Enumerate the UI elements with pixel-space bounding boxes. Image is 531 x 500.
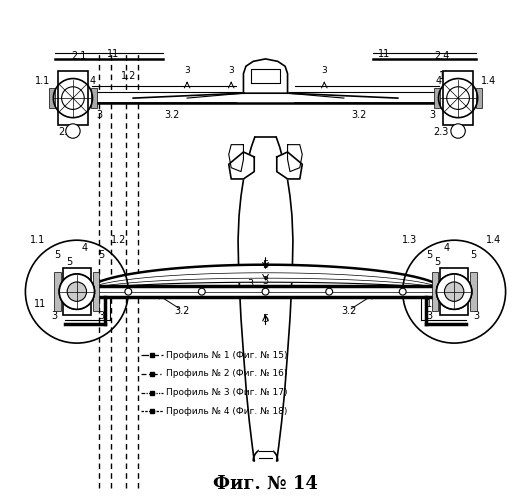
Text: 3: 3 [59,110,65,120]
FancyBboxPatch shape [91,88,97,108]
FancyBboxPatch shape [93,272,99,311]
Text: 1.2: 1.2 [121,71,136,81]
Text: 3: 3 [321,66,327,75]
FancyBboxPatch shape [470,272,477,311]
Polygon shape [251,68,280,84]
Circle shape [451,124,465,138]
Text: 1.4: 1.4 [486,235,501,245]
Text: 5: 5 [470,250,477,260]
Circle shape [326,288,332,295]
Circle shape [59,274,95,310]
FancyBboxPatch shape [476,88,482,108]
Text: 3: 3 [426,311,433,321]
Text: 1.1: 1.1 [35,76,50,86]
Circle shape [262,288,269,295]
FancyBboxPatch shape [58,71,88,126]
Polygon shape [87,264,444,291]
Text: 3: 3 [184,66,190,75]
Text: 1.1: 1.1 [30,235,45,245]
FancyBboxPatch shape [63,268,91,316]
Text: 5: 5 [262,314,269,324]
Polygon shape [238,138,293,460]
Circle shape [59,274,95,310]
Text: 2.1: 2.1 [72,52,87,62]
Text: 2.4: 2.4 [434,52,450,62]
Circle shape [444,282,464,302]
Circle shape [447,87,469,110]
Circle shape [125,288,132,295]
Circle shape [399,288,406,295]
Circle shape [67,282,87,302]
Text: 5: 5 [434,257,440,267]
FancyBboxPatch shape [54,272,61,311]
Circle shape [62,87,84,110]
Text: 5: 5 [426,250,433,260]
Polygon shape [277,152,302,179]
Text: 1.4: 1.4 [481,76,496,86]
Text: 5: 5 [262,260,269,270]
FancyBboxPatch shape [49,88,55,108]
Text: 5: 5 [66,257,73,267]
Text: 3.2: 3.2 [351,110,366,120]
Text: Профиль № 4 (Фиг. № 18): Профиль № 4 (Фиг. № 18) [166,406,287,416]
Text: 1.3: 1.3 [402,235,418,245]
Text: 11: 11 [107,49,119,59]
Circle shape [436,274,472,310]
Polygon shape [229,144,243,172]
Text: 3: 3 [98,311,105,321]
FancyBboxPatch shape [434,88,440,108]
Text: 3: 3 [473,311,479,321]
Polygon shape [91,90,440,103]
FancyBboxPatch shape [440,268,468,316]
Text: 4: 4 [89,76,96,86]
Text: 3.2: 3.2 [165,110,180,120]
Text: 3.2: 3.2 [175,306,190,316]
Circle shape [436,274,472,310]
Text: 2.2: 2.2 [58,128,74,138]
Text: 3.2: 3.2 [341,306,356,316]
Text: 1.2: 1.2 [111,235,126,245]
Circle shape [66,124,80,138]
FancyBboxPatch shape [443,71,473,126]
FancyBboxPatch shape [432,272,438,311]
Text: 3: 3 [248,280,254,289]
Circle shape [199,288,205,295]
Polygon shape [229,152,254,179]
Text: 5: 5 [54,250,61,260]
Polygon shape [97,286,434,297]
Text: 5: 5 [98,250,105,260]
Text: 3: 3 [429,110,435,120]
Text: 2.3: 2.3 [433,128,449,138]
Text: 3: 3 [466,110,472,120]
Circle shape [444,282,464,302]
Polygon shape [91,84,236,103]
Text: Профиль № 3 (Фиг. № 17): Профиль № 3 (Фиг. № 17) [166,388,287,397]
Polygon shape [288,144,302,172]
Text: 1.3: 1.3 [439,71,455,81]
Polygon shape [259,446,272,458]
Text: 4: 4 [444,242,450,252]
Text: 11: 11 [34,299,46,309]
Circle shape [67,282,87,302]
Text: Фиг. № 14: Фиг. № 14 [213,475,318,493]
Polygon shape [295,84,440,103]
Text: 3: 3 [262,276,269,286]
Text: 3: 3 [96,110,102,120]
Text: 11: 11 [378,49,390,59]
Text: 11: 11 [426,299,438,309]
Text: 4: 4 [81,242,87,252]
Polygon shape [243,59,288,93]
Text: 4: 4 [435,76,442,86]
Text: Профиль № 2 (Фиг. № 16): Профиль № 2 (Фиг. № 16) [166,370,287,378]
Text: 3: 3 [228,66,234,75]
Text: 3: 3 [52,311,58,321]
Text: Профиль № 1 (Фиг. № 15): Профиль № 1 (Фиг. № 15) [166,351,287,360]
